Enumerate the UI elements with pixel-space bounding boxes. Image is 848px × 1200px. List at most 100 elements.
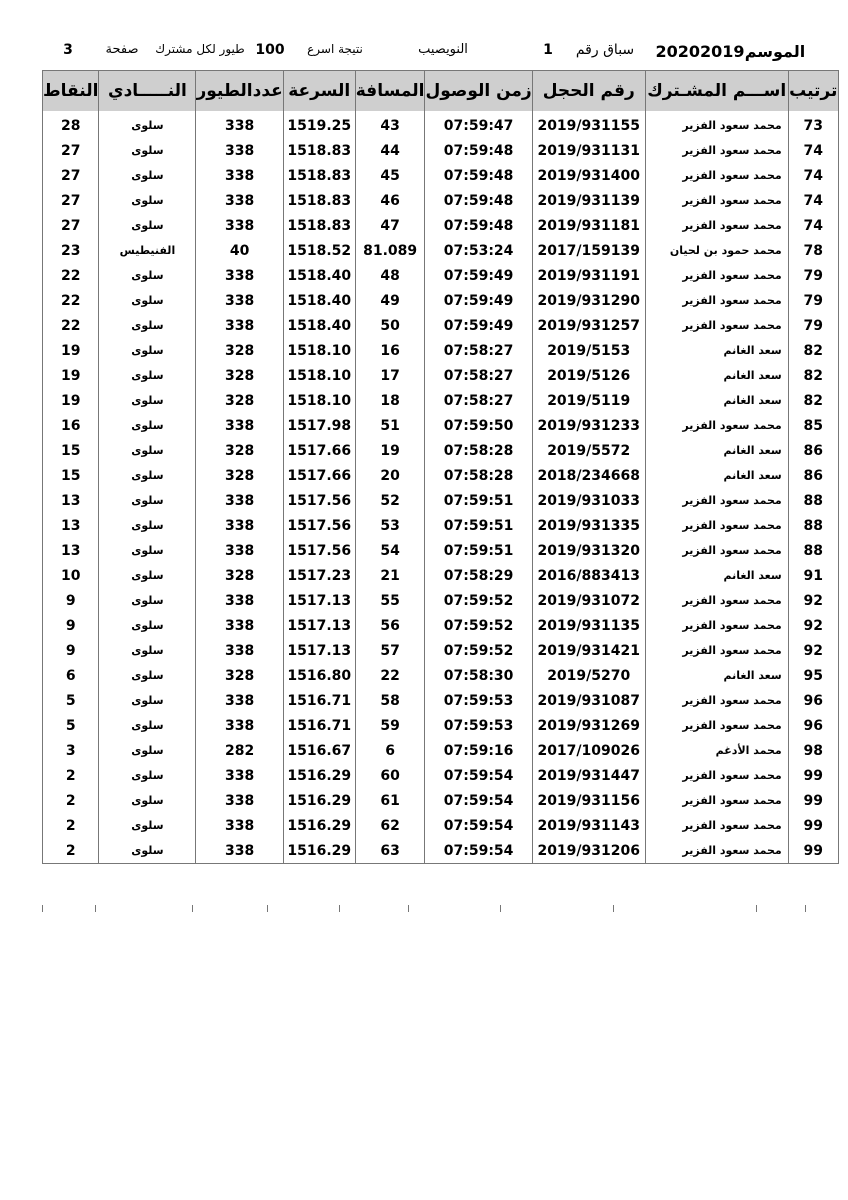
arrival-time: 07:53:24 — [424, 238, 533, 263]
header-row: ترتيب اســـم المشـترك رقم الحجل زمن الوصول ا… — [41, 70, 839, 111]
ring: 2018/234668 — [531, 463, 646, 488]
ring: 2019/931156 — [531, 788, 646, 813]
ring: 2019/5153 — [531, 338, 646, 363]
club: سلوى — [98, 688, 197, 713]
rank: 95 — [787, 663, 839, 688]
club: سلوى — [98, 363, 197, 388]
participant: محمد الأدغم — [644, 738, 789, 763]
rank: 79 — [787, 288, 839, 313]
rule — [613, 905, 614, 912]
birds: 328 — [195, 338, 284, 363]
ring: 2017/159139 — [531, 238, 646, 263]
rank: 73 — [787, 113, 839, 138]
ring: 2019/931191 — [531, 263, 646, 288]
distance: 63 — [354, 838, 426, 864]
rank: 88 — [787, 538, 839, 563]
participant: محمد سعود الفزير — [644, 638, 789, 663]
participant: محمد سعود الفزير — [644, 313, 789, 338]
table-row: 98 محمد الأدغم 2017/109026 07:59:16 6 1516.67… — [41, 738, 839, 763]
arrival-time: 07:59:48 — [424, 163, 533, 188]
arrival-time: 07:59:54 — [424, 813, 533, 838]
arrival-time: 07:58:29 — [424, 563, 533, 588]
rule — [756, 905, 757, 912]
arrival-time: 07:58:28 — [424, 438, 533, 463]
arrival-time: 07:58:30 — [424, 663, 533, 688]
results-table: ترتيب اســـم المشـترك رقم الحجل زمن الوصول ا… — [41, 70, 839, 864]
club: سلوى — [98, 513, 197, 538]
participant: سعد الغانم — [644, 338, 789, 363]
table-row: 74 محمد سعود الفزير 2019/931181 07:59:48 47 1… — [41, 213, 839, 238]
points: 22 — [41, 263, 100, 288]
birds-label: طيور لكل مشترك — [155, 42, 245, 56]
arrival-time: 07:59:16 — [424, 738, 533, 763]
rule — [500, 905, 501, 912]
points: 13 — [41, 538, 100, 563]
table-row: 99 محمد سعود الفزير 2019/931156 07:59:54 61 1… — [41, 788, 839, 813]
speed: 1517.56 — [282, 488, 356, 513]
rank: 99 — [787, 788, 839, 813]
distance: 16 — [354, 338, 426, 363]
ring: 2019/931181 — [531, 213, 646, 238]
distance: 44 — [354, 138, 426, 163]
club: سلوى — [98, 563, 197, 588]
points: 2 — [41, 813, 100, 838]
club: سلوى — [98, 263, 197, 288]
distance: 52 — [354, 488, 426, 513]
table-row: 99 محمد سعود الفزير 2019/931206 07:59:54 63 1… — [41, 838, 839, 864]
table-row: 96 محمد سعود الفزير 2019/931087 07:59:53 58 1… — [41, 688, 839, 713]
table-row: 92 محمد سعود الفزير 2019/931072 07:59:52 55 1… — [41, 588, 839, 613]
birds: 338 — [195, 188, 284, 213]
points: 2 — [41, 838, 100, 864]
arrival-time: 07:59:49 — [424, 288, 533, 313]
distance: 19 — [354, 438, 426, 463]
speed: 1516.29 — [282, 813, 356, 838]
table-row: 79 محمد سعود الفزير 2019/931191 07:59:49 48 1… — [41, 263, 839, 288]
ring: 2019/931320 — [531, 538, 646, 563]
table-row: 88 محمد سعود الفزير 2019/931320 07:59:51 54 1… — [41, 538, 839, 563]
participant: سعد الغانم — [644, 463, 789, 488]
arrival-time: 07:59:53 — [424, 713, 533, 738]
ring: 2019/931155 — [531, 113, 646, 138]
distance: 46 — [354, 188, 426, 213]
ring: 2019/931269 — [531, 713, 646, 738]
participant: محمد سعود الفزير — [644, 838, 789, 864]
table-row: 88 محمد سعود الفزير 2019/931335 07:59:51 53 1… — [41, 513, 839, 538]
rank: 82 — [787, 363, 839, 388]
points: 2 — [41, 788, 100, 813]
rule — [339, 905, 340, 912]
speed: 1518.10 — [282, 388, 356, 413]
participant: محمد سعود الفزير — [644, 413, 789, 438]
distance: 81.089 — [354, 238, 426, 263]
ring: 2016/883413 — [531, 563, 646, 588]
rank: 91 — [787, 563, 839, 588]
table-row: 73 محمد سعود الفزير 2019/931155 07:59:47 43 1… — [41, 113, 839, 138]
speed: 1518.10 — [282, 363, 356, 388]
speed: 1518.40 — [282, 263, 356, 288]
birds: 282 — [195, 738, 284, 763]
arrival-time: 07:59:47 — [424, 113, 533, 138]
points: 9 — [41, 638, 100, 663]
club: سلوى — [98, 438, 197, 463]
rank: 92 — [787, 588, 839, 613]
rank: 96 — [787, 713, 839, 738]
column-header: اســـم المشـترك — [644, 70, 789, 111]
distance: 45 — [354, 163, 426, 188]
distance: 55 — [354, 588, 426, 613]
participant: سعد الغانم — [644, 563, 789, 588]
arrival-time: 07:59:54 — [424, 788, 533, 813]
arrival-time: 07:59:54 — [424, 763, 533, 788]
club: سلوى — [98, 463, 197, 488]
speed: 1516.80 — [282, 663, 356, 688]
rank: 86 — [787, 463, 839, 488]
table-row: 96 محمد سعود الفزير 2019/931269 07:59:53 59 1… — [41, 713, 839, 738]
arrival-time: 07:59:52 — [424, 638, 533, 663]
distance: 17 — [354, 363, 426, 388]
rank: 82 — [787, 388, 839, 413]
speed: 1518.10 — [282, 338, 356, 363]
ring: 2019/931072 — [531, 588, 646, 613]
column-header: النـــــادي — [98, 70, 197, 111]
club: سلوى — [98, 188, 197, 213]
speed: 1518.83 — [282, 163, 356, 188]
arrival-time: 07:59:53 — [424, 688, 533, 713]
speed: 1517.23 — [282, 563, 356, 588]
